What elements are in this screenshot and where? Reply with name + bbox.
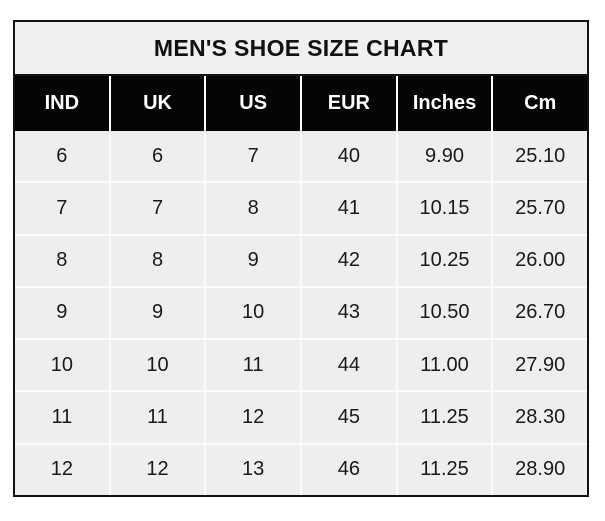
cell-inches: 10.25: [398, 235, 494, 286]
cell-us: 13: [206, 444, 303, 495]
cell-eur: 40: [302, 131, 398, 182]
cell-eur: 44: [302, 340, 398, 391]
cell-uk: 11: [111, 392, 207, 443]
cell-eur: 41: [302, 183, 398, 234]
table-row: 6 6 7 40 9.90 25.10: [15, 131, 587, 182]
column-header-eur: EUR: [302, 76, 398, 131]
cell-cm: 28.90: [515, 458, 566, 481]
chart-title-row: MEN'S SHOE SIZE CHART: [15, 22, 587, 76]
cell-uk: 10: [111, 340, 207, 391]
cell-us: 10: [206, 287, 303, 339]
cell-ind: 9: [15, 287, 111, 339]
column-header-ind: IND: [15, 76, 111, 131]
column-header-cm: Cm: [524, 92, 557, 114]
table-row: 7 7 8 41 10.15 25.70: [15, 181, 587, 234]
table-row: 8 8 9 42 10.25 26.00: [15, 233, 587, 286]
cell-ind: 12: [15, 444, 111, 495]
cell-ind: 7: [15, 183, 111, 234]
cell-us: 11: [206, 340, 303, 391]
cell-cm: 25.70: [515, 196, 566, 219]
cell-cm: 27.90: [515, 353, 566, 376]
column-header-uk: UK: [111, 76, 207, 131]
cell-uk: 7: [111, 183, 207, 234]
table-body: 6 6 7 40 9.90 25.10 7 7 8 41 10.15 25.70…: [15, 131, 587, 495]
table-row: 10 10 11 44 11.00 27.90: [15, 338, 587, 391]
cell-uk: 6: [111, 131, 207, 182]
cell-cm: 28.30: [515, 406, 566, 429]
cell-ind: 10: [15, 340, 111, 391]
column-header-inches: Inches: [398, 76, 494, 131]
page-title: MEN'S SHOE SIZE CHART: [153, 34, 449, 61]
cell-inches: 11.25: [398, 444, 494, 495]
cell-us: 9: [206, 235, 303, 286]
column-header-us: US: [206, 76, 303, 131]
cell-ind: 8: [15, 235, 111, 286]
cell-eur: 45: [302, 392, 398, 443]
cell-eur: 42: [302, 235, 398, 286]
cell-inches: 10.15: [398, 183, 494, 234]
cell-ind: 6: [15, 131, 111, 182]
table-header-row: IND UK US EUR Inches Cm: [15, 76, 587, 131]
cell-eur: 46: [302, 444, 398, 495]
cell-uk: 12: [111, 444, 207, 495]
cell-eur: 43: [302, 287, 398, 339]
table-row: 11 11 12 45 11.25 28.30: [15, 390, 587, 443]
table-row: 9 9 10 43 10.50 26.70: [15, 285, 587, 339]
cell-ind: 11: [15, 392, 111, 443]
cell-us: 7: [206, 131, 303, 182]
cell-uk: 8: [111, 235, 207, 286]
cell-cm: 26.00: [515, 249, 566, 272]
cell-us: 12: [206, 392, 303, 443]
size-chart-table: MEN'S SHOE SIZE CHART IND UK US EUR Inch…: [13, 20, 589, 497]
cell-inches: 10.50: [398, 287, 494, 339]
cell-cm: 25.10: [515, 144, 566, 167]
table-row: 12 12 13 46 11.25 28.90: [15, 442, 587, 495]
cell-uk: 9: [111, 287, 207, 339]
cell-inches: 11.00: [398, 340, 494, 391]
cell-inches: 9.90: [398, 131, 494, 182]
cell-us: 8: [206, 183, 303, 234]
cell-inches: 11.25: [398, 392, 494, 443]
cell-cm: 26.70: [515, 301, 566, 324]
